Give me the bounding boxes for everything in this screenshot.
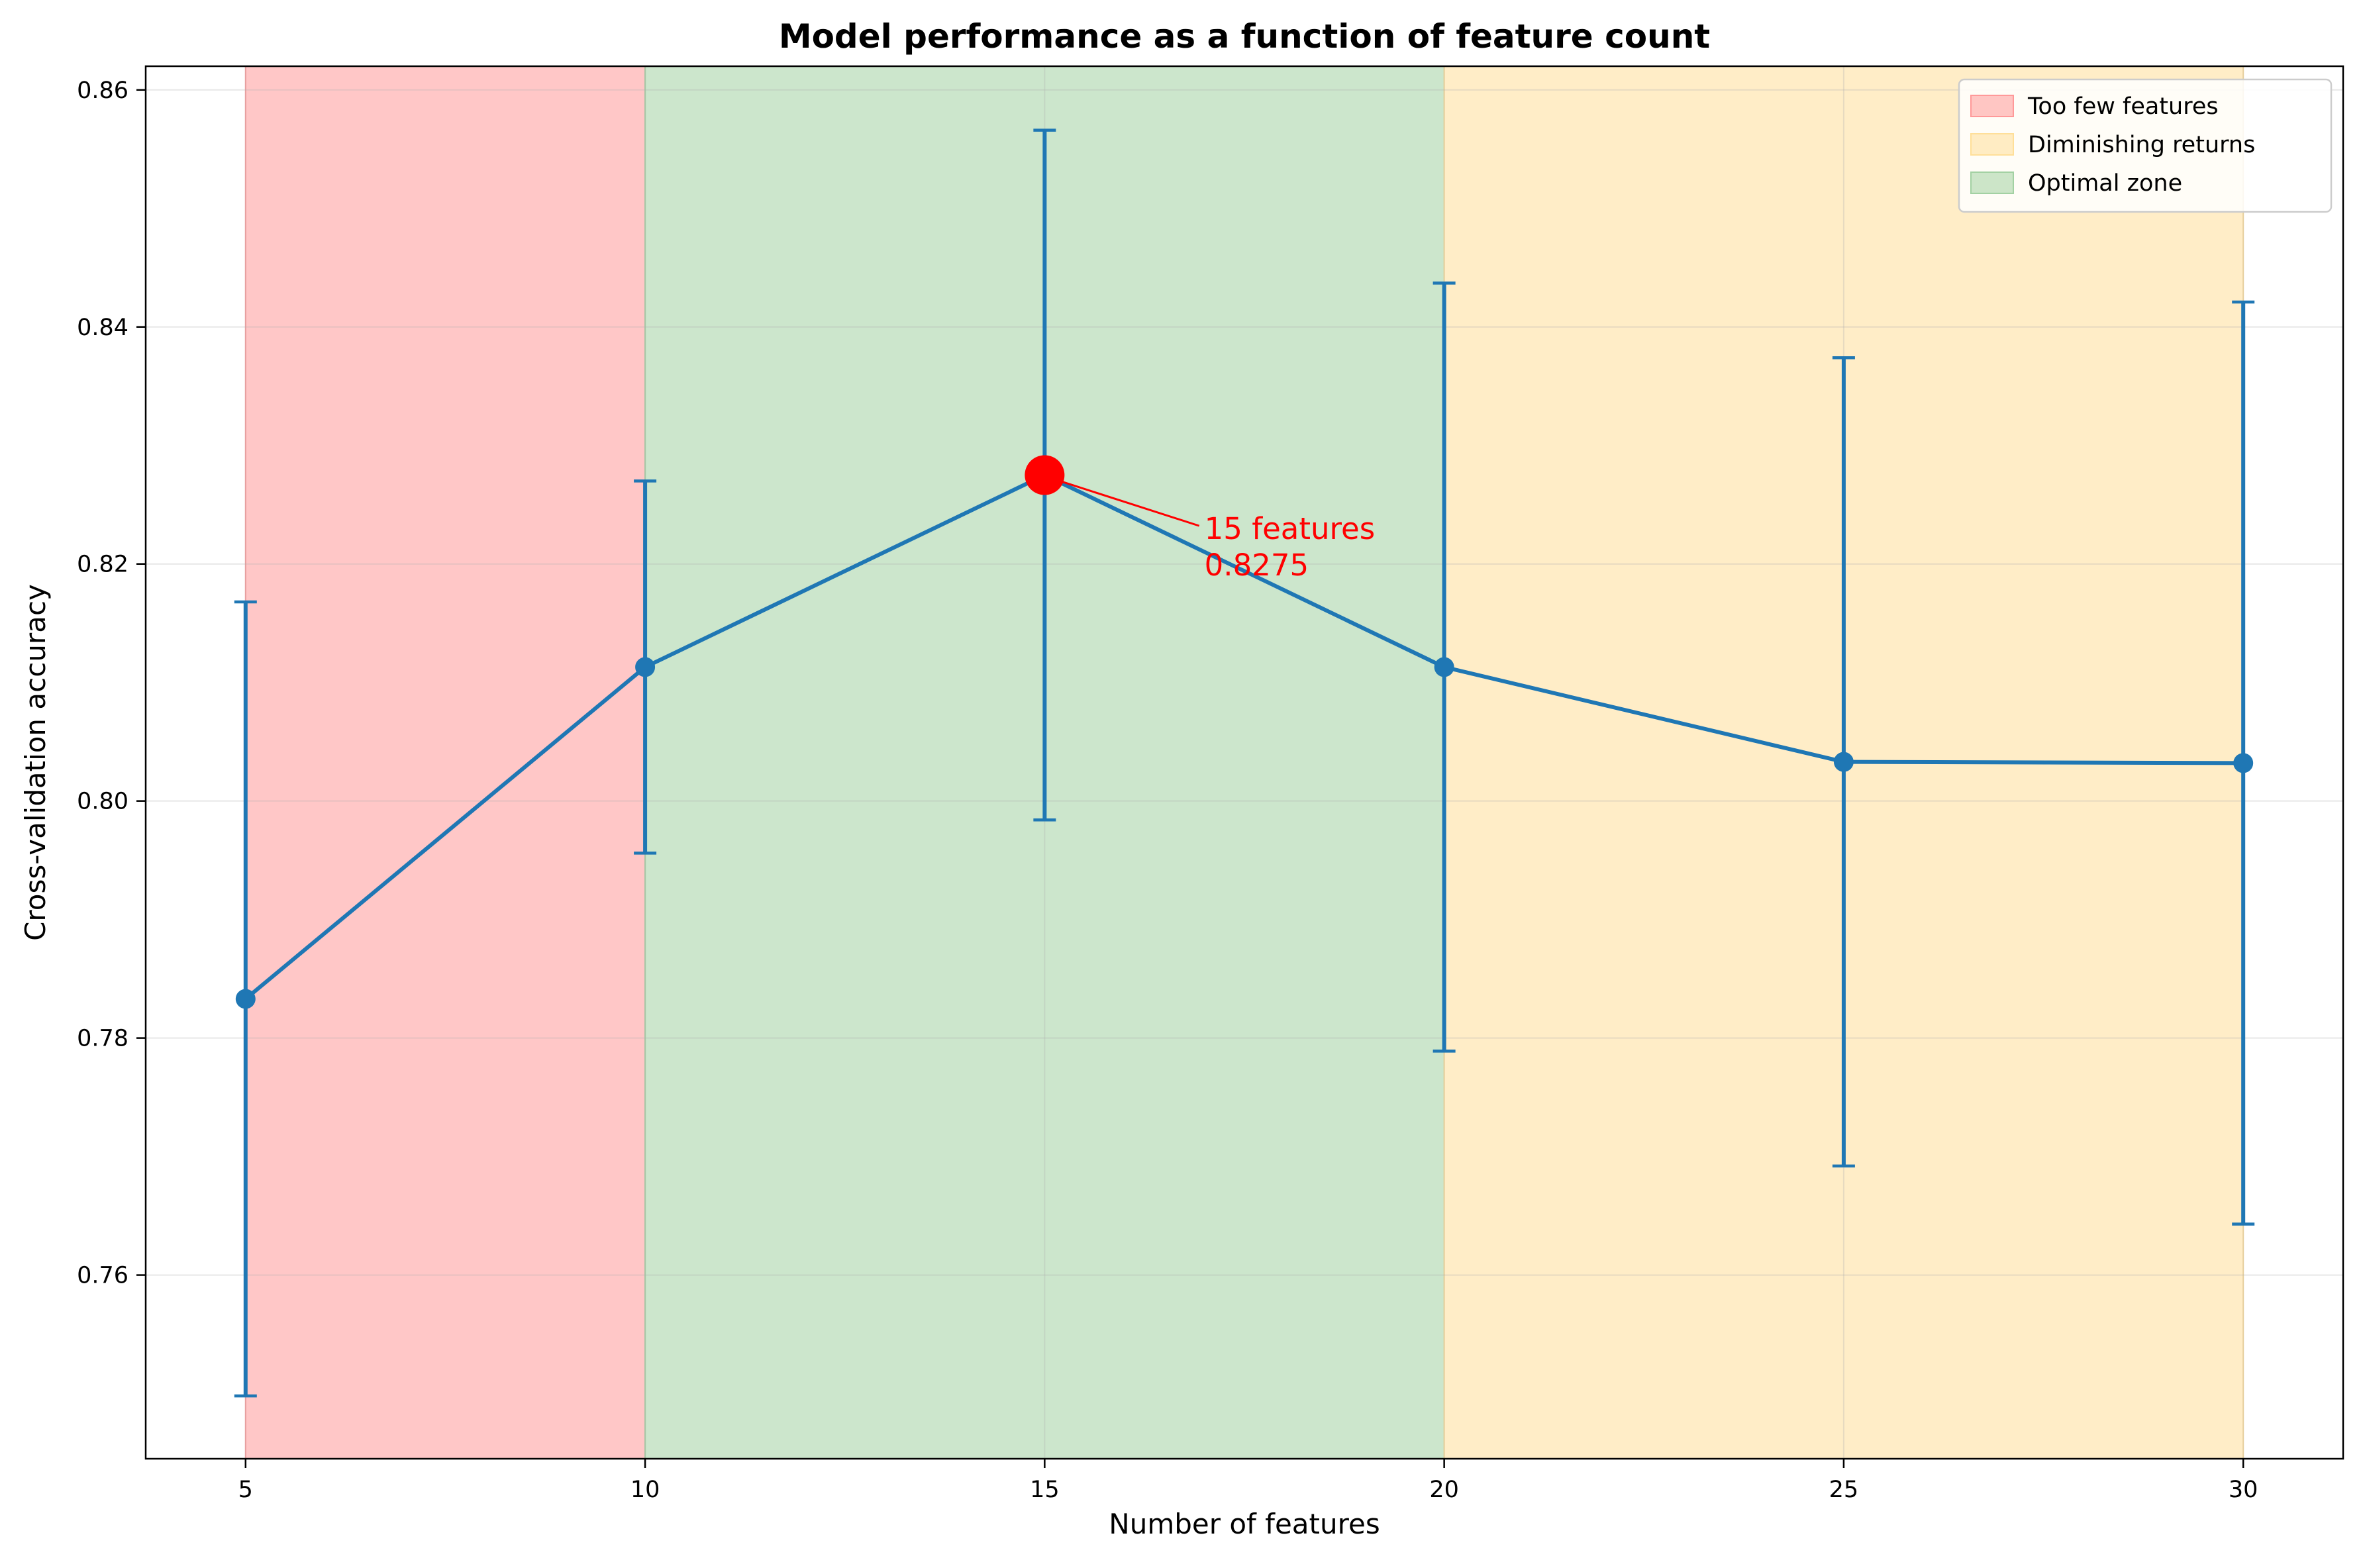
y-tick-label-1: 0.78: [77, 1026, 128, 1052]
legend-swatch-0: [1970, 95, 2014, 117]
x-axis-ticks: 5 10 15 20 25 30: [238, 1459, 2258, 1503]
y-tick-label-5: 0.86: [77, 77, 128, 104]
data-point-5: [2233, 753, 2254, 773]
legend-box: [1958, 78, 2333, 213]
y-tick-label-3: 0.82: [77, 552, 128, 578]
highlight-point: [1025, 455, 1065, 495]
legend-swatch-2: [1970, 172, 2014, 194]
x-axis-label: Number of features: [1109, 1508, 1380, 1540]
region-0: [244, 66, 646, 1459]
plot-frame: [144, 65, 2344, 1460]
x-tick-label-2: 15: [1030, 1477, 1060, 1503]
y-tick-label-4: 0.84: [77, 315, 128, 341]
legend-label-1: Diminishing returns: [2028, 132, 2255, 158]
data-point-4: [1833, 752, 1854, 772]
legend-swatch-1: [1970, 133, 2014, 156]
data-point-1: [635, 657, 656, 677]
y-axis-ticks: 0.76 0.78 0.80 0.82 0.84 0.86: [77, 77, 146, 1289]
series-line-0: [244, 473, 2244, 1001]
legend-label-2: Optimal zone: [2028, 170, 2182, 197]
legend: Too few features Diminishing returns Optim…: [1958, 78, 2333, 213]
y-tick-label-0: 0.76: [77, 1263, 128, 1289]
x-tick-label-0: 5: [238, 1477, 253, 1503]
data-point-0: [235, 989, 256, 1009]
x-tick-label-5: 30: [2229, 1477, 2258, 1503]
y-axis-label: Cross-validation accuracy: [19, 584, 52, 941]
annotation-arrow: [1057, 479, 1200, 527]
data-point-3: [1434, 657, 1454, 677]
legend-label-0: Too few features: [2027, 93, 2219, 120]
series-line: [244, 473, 2244, 1001]
annotation-label-line2: 0.8275: [1205, 548, 1309, 583]
x-tick-label-4: 25: [1829, 1477, 1859, 1503]
annotation-label-line1: 15 features: [1205, 511, 1375, 546]
x-tick-label-1: 10: [630, 1477, 660, 1503]
chart-title: Model performance as a function of featu…: [779, 17, 1710, 56]
y-tick-label-2: 0.80: [77, 789, 128, 815]
x-tick-label-3: 20: [1429, 1477, 1459, 1503]
